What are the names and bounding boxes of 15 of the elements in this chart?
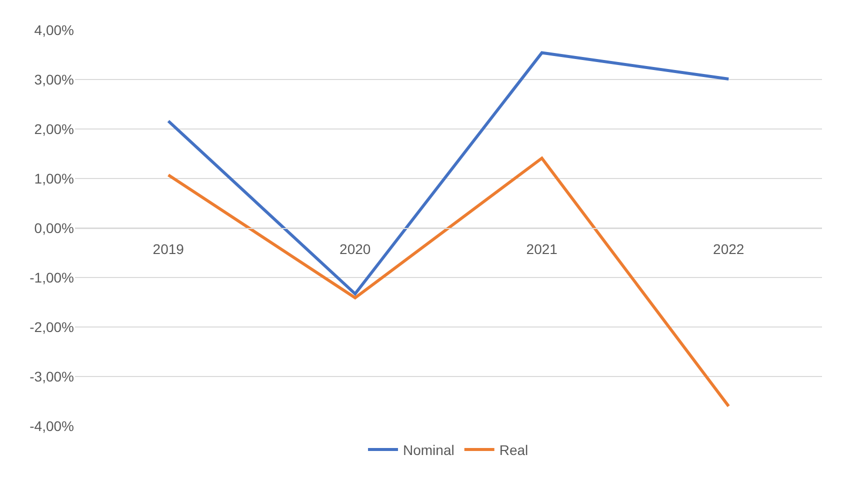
legend-label: Real [499, 442, 528, 458]
y-tick-label: -3,00% [30, 368, 74, 384]
legend-label: Nominal [403, 442, 454, 458]
x-tick-label: 2019 [152, 240, 184, 257]
y-tick-label: 4,00% [34, 22, 74, 38]
y-tick-label: -1,00% [30, 269, 74, 286]
x-tick-label: 2022 [713, 240, 744, 257]
x-tick-label: 2020 [340, 240, 371, 257]
y-tick-label: 0,00% [34, 220, 74, 236]
y-tick-label: 3,00% [34, 71, 74, 88]
y-tick-label: -2,00% [30, 318, 74, 335]
y-tick-label: 1,00% [34, 170, 74, 186]
y-tick-label: -4,00% [30, 418, 74, 434]
x-tick-label: 2021 [526, 240, 558, 257]
y-tick-label: 2,00% [34, 120, 74, 137]
